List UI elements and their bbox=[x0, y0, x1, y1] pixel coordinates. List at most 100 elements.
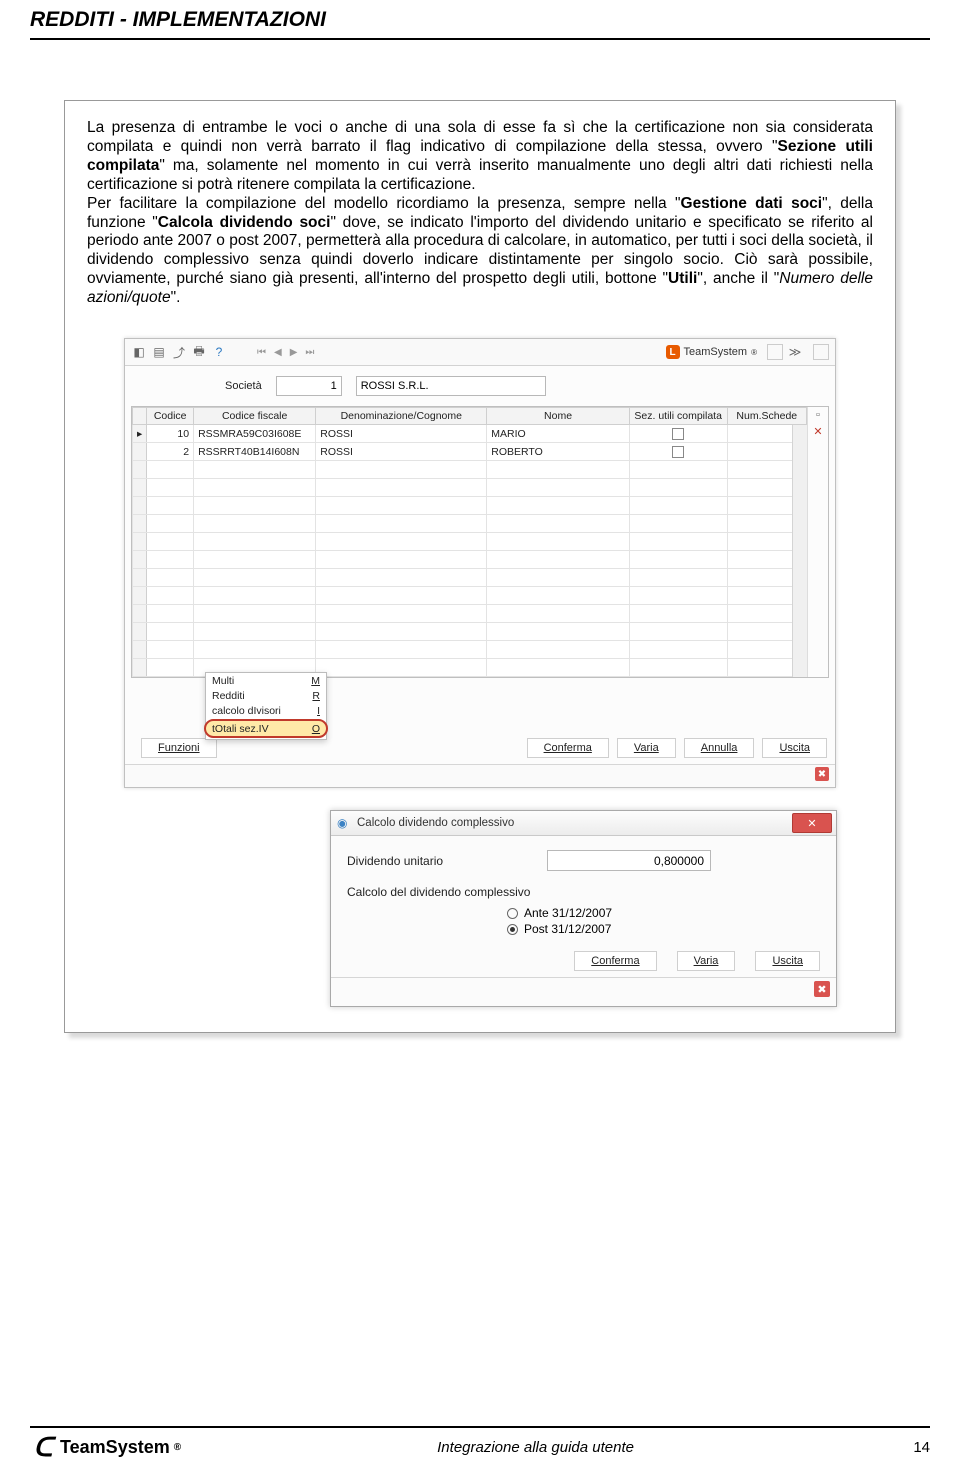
table-row[interactable]: ▸ 10 RSSMRA59C03I608E ROSSI MARIO bbox=[133, 425, 807, 443]
toolbar-icon[interactable]: ◧ bbox=[131, 344, 147, 360]
dlg-varia-button[interactable]: Varia bbox=[677, 951, 736, 971]
table-row[interactable] bbox=[133, 623, 807, 641]
header-rule bbox=[30, 38, 930, 40]
brand-logo-icon: ᑕ bbox=[30, 1434, 56, 1460]
societa-name-input[interactable] bbox=[356, 376, 546, 396]
table-row[interactable] bbox=[133, 569, 807, 587]
dialog-section-label: Calcolo del dividendo complessivo bbox=[347, 885, 820, 899]
toolbar-icon[interactable]: ▤ bbox=[151, 344, 167, 360]
radio-icon[interactable] bbox=[507, 924, 518, 935]
table-row[interactable]: 2 RSSRRT40B14I608N ROSSI ROBERTO bbox=[133, 443, 807, 461]
col-header[interactable]: Codice bbox=[147, 408, 194, 425]
footer-page-number: 14 bbox=[890, 1439, 930, 1456]
para-bold-2: Gestione dati soci bbox=[681, 195, 823, 212]
popup-item[interactable]: RedditiR bbox=[206, 688, 326, 703]
dividendo-input[interactable] bbox=[547, 850, 711, 871]
add-row-icon[interactable]: ▫ bbox=[811, 409, 825, 423]
popup-item[interactable]: MultiM bbox=[206, 673, 326, 688]
print-icon[interactable]: 🖶 bbox=[191, 344, 207, 360]
annulla-button[interactable]: Annulla bbox=[684, 738, 755, 758]
funzioni-popup[interactable]: MultiM RedditiR calcolo dIvisoriI tOtali… bbox=[205, 672, 327, 740]
table-row[interactable] bbox=[133, 641, 807, 659]
grid-side-actions: ▫ ✕ bbox=[807, 407, 828, 677]
app-main-window: ◧ ▤ ⤴ 🖶 ? ⏮ ◀ ▶ ⏭ L TeamSystem® ≫ bbox=[124, 338, 836, 788]
page-footer: ᑕ TeamSystem® Integrazione alla guida ut… bbox=[30, 1426, 930, 1460]
cell-cognome[interactable]: ROSSI bbox=[316, 443, 487, 461]
cell-nome[interactable]: ROBERTO bbox=[487, 443, 630, 461]
table-row[interactable] bbox=[133, 479, 807, 497]
dividendo-label: Dividendo unitario bbox=[347, 854, 547, 868]
cell-schede[interactable] bbox=[727, 443, 806, 461]
cell-schede[interactable] bbox=[727, 425, 806, 443]
para-bold-3: Calcola dividendo soci bbox=[158, 214, 331, 231]
nav-next-icon[interactable]: ▶ bbox=[290, 347, 298, 358]
delete-row-icon[interactable]: ✕ bbox=[811, 425, 825, 439]
col-header[interactable]: Num.Schede bbox=[727, 408, 806, 425]
col-header[interactable]: Nome bbox=[487, 408, 630, 425]
para-text: ", anche il " bbox=[697, 270, 779, 287]
cell-codice[interactable]: 10 bbox=[147, 425, 194, 443]
radio-group: Ante 31/12/2007 Post 31/12/2007 bbox=[507, 905, 820, 937]
cell-codice[interactable]: 2 bbox=[147, 443, 194, 461]
dlg-uscita-button[interactable]: Uscita bbox=[755, 951, 820, 971]
table-row[interactable] bbox=[133, 533, 807, 551]
table-row[interactable] bbox=[133, 551, 807, 569]
popup-item[interactable]: calcolo dIvisoriI bbox=[206, 703, 326, 718]
dividendo-dialog: ◉ Calcolo dividendo complessivo ✕ Divide… bbox=[330, 810, 837, 1007]
nav-last-icon[interactable]: ⏭ bbox=[305, 347, 314, 358]
conferma-button[interactable]: Conferma bbox=[527, 738, 609, 758]
row-selector[interactable] bbox=[133, 443, 147, 461]
close-icon[interactable]: ✖ bbox=[815, 767, 829, 781]
radio-post[interactable]: Post 31/12/2007 bbox=[507, 921, 820, 937]
para-text: La presenza di entrambe le voci o anche … bbox=[87, 119, 873, 155]
app-toolbar: ◧ ▤ ⤴ 🖶 ? ⏮ ◀ ▶ ⏭ L TeamSystem® ≫ bbox=[125, 339, 835, 366]
cell-sez[interactable] bbox=[629, 425, 727, 443]
content-frame: La presenza di entrambe le voci o anche … bbox=[64, 100, 896, 1033]
close-icon[interactable]: ✖ bbox=[814, 981, 830, 997]
nav-prev-icon[interactable]: ◀ bbox=[274, 347, 282, 358]
uscita-button[interactable]: Uscita bbox=[762, 738, 827, 758]
help-icon[interactable]: ? bbox=[211, 344, 227, 360]
radio-ante[interactable]: Ante 31/12/2007 bbox=[507, 905, 820, 921]
dlg-conferma-button[interactable]: Conferma bbox=[574, 951, 656, 971]
brand-text: TeamSystem bbox=[684, 346, 748, 358]
table-row[interactable] bbox=[133, 605, 807, 623]
data-grid[interactable]: Codice Codice fiscale Denominazione/Cogn… bbox=[131, 406, 829, 678]
societa-row: Società bbox=[125, 366, 835, 406]
nav-first-icon[interactable]: ⏮ bbox=[257, 347, 266, 358]
brand-logo-icon: L bbox=[666, 345, 680, 359]
checkbox-icon[interactable] bbox=[672, 428, 684, 440]
table-row[interactable] bbox=[133, 587, 807, 605]
popup-item-highlighted[interactable]: tOtali sez.IVO bbox=[204, 719, 328, 738]
societa-code-input[interactable] bbox=[276, 376, 342, 396]
dialog-close-button[interactable]: ✕ bbox=[792, 813, 832, 833]
cell-cf[interactable]: RSSRRT40B14I608N bbox=[194, 443, 316, 461]
table-row[interactable] bbox=[133, 461, 807, 479]
toolbar-icon[interactable]: ≫ bbox=[787, 344, 803, 360]
checkbox-icon[interactable] bbox=[672, 446, 684, 458]
para-bold-4: Utili bbox=[668, 270, 697, 287]
toolbar-icon[interactable] bbox=[813, 344, 829, 360]
row-selector[interactable]: ▸ bbox=[133, 425, 147, 443]
cell-cognome[interactable]: ROSSI bbox=[316, 425, 487, 443]
dialog-titlebar[interactable]: ◉ Calcolo dividendo complessivo ✕ bbox=[331, 811, 836, 836]
dialog-title: Calcolo dividendo complessivo bbox=[357, 817, 514, 829]
record-navigator[interactable]: ⏮ ◀ ▶ ⏭ bbox=[257, 347, 314, 358]
varia-button[interactable]: Varia bbox=[617, 738, 676, 758]
app-statusbar: ✖ bbox=[125, 764, 835, 787]
radio-icon[interactable] bbox=[507, 908, 518, 919]
toolbar-icon[interactable] bbox=[767, 344, 783, 360]
table-row[interactable] bbox=[133, 497, 807, 515]
col-header[interactable]: Codice fiscale bbox=[194, 408, 316, 425]
cell-sez[interactable] bbox=[629, 443, 727, 461]
app-bottom-bar: MultiM RedditiR calcolo dIvisoriI tOtali… bbox=[125, 686, 835, 764]
col-header[interactable]: Sez. utili compilata bbox=[629, 408, 727, 425]
col-header[interactable]: Denominazione/Cognome bbox=[316, 408, 487, 425]
cell-cf[interactable]: RSSMRA59C03I608E bbox=[194, 425, 316, 443]
table-row[interactable] bbox=[133, 515, 807, 533]
brand-area: L TeamSystem® ≫ bbox=[666, 344, 829, 360]
para-text: ". bbox=[171, 289, 181, 306]
toolbar-icon[interactable]: ⤴ bbox=[171, 344, 187, 360]
cell-nome[interactable]: MARIO bbox=[487, 425, 630, 443]
funzioni-button[interactable]: Funzioni bbox=[141, 738, 217, 758]
